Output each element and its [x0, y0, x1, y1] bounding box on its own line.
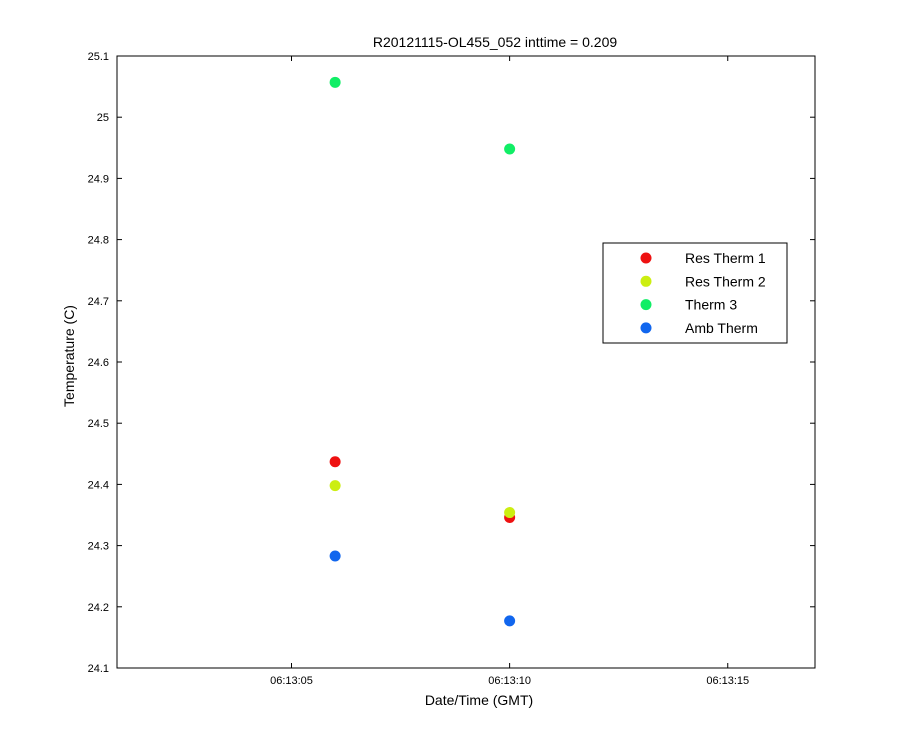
y-tick-label: 24.3: [88, 541, 109, 553]
y-tick-label: 24.2: [88, 602, 109, 614]
y-tick-label: 24.7: [88, 296, 109, 308]
point-series-3-1: [504, 615, 516, 627]
point-series-2-0: [329, 76, 341, 88]
legend-label: Amb Therm: [685, 320, 758, 336]
legend-marker: [640, 252, 652, 264]
y-tick-label: 25.1: [88, 51, 109, 63]
point-series-1-1: [504, 507, 516, 519]
y-axis: 24.1 24.2 24.3 24.4 24.5 24.6 24.7 24.8 24.9 25 25…: [88, 51, 815, 675]
point-series-1-0: [329, 480, 341, 492]
point-series-0-0: [329, 456, 341, 468]
x-tick-label: 06:13:10: [488, 675, 531, 687]
x-axis: 06:13:05 06:13:10 06:13:15: [270, 56, 749, 687]
legend-marker: [640, 322, 652, 334]
y-tick-label: 24.8: [88, 235, 109, 247]
data-points: [329, 76, 516, 627]
legend: Res Therm 1 Res Therm 2 Therm 3 Amb Therm: [602, 242, 788, 344]
y-tick-label: 24.5: [88, 418, 109, 430]
legend-marker: [640, 299, 652, 311]
point-series-3-0: [329, 550, 341, 562]
legend-box: [602, 242, 788, 344]
y-tick-label: 24.1: [88, 663, 109, 675]
x-axis-label: Date/Time (GMT): [425, 692, 533, 708]
legend-label: Therm 3: [685, 297, 737, 313]
y-tick-label: 25: [97, 112, 109, 124]
legend-marker: [640, 275, 652, 287]
legend-label: Res Therm 1: [685, 250, 766, 266]
y-tick-label: 24.6: [88, 357, 109, 369]
y-tick-label: 24.4: [88, 479, 109, 491]
y-tick-label: 24.9: [88, 173, 109, 185]
point-series-2-1: [504, 143, 516, 155]
legend-label: Res Therm 2: [685, 273, 766, 289]
x-tick-label: 06:13:15: [706, 675, 749, 687]
chart-title: R20121115-OL455_052 inttime = 0.209: [373, 34, 617, 50]
x-tick-label: 06:13:05: [270, 675, 313, 687]
plot-frame: [116, 55, 816, 669]
y-axis-label: Temperature (C): [61, 305, 77, 407]
